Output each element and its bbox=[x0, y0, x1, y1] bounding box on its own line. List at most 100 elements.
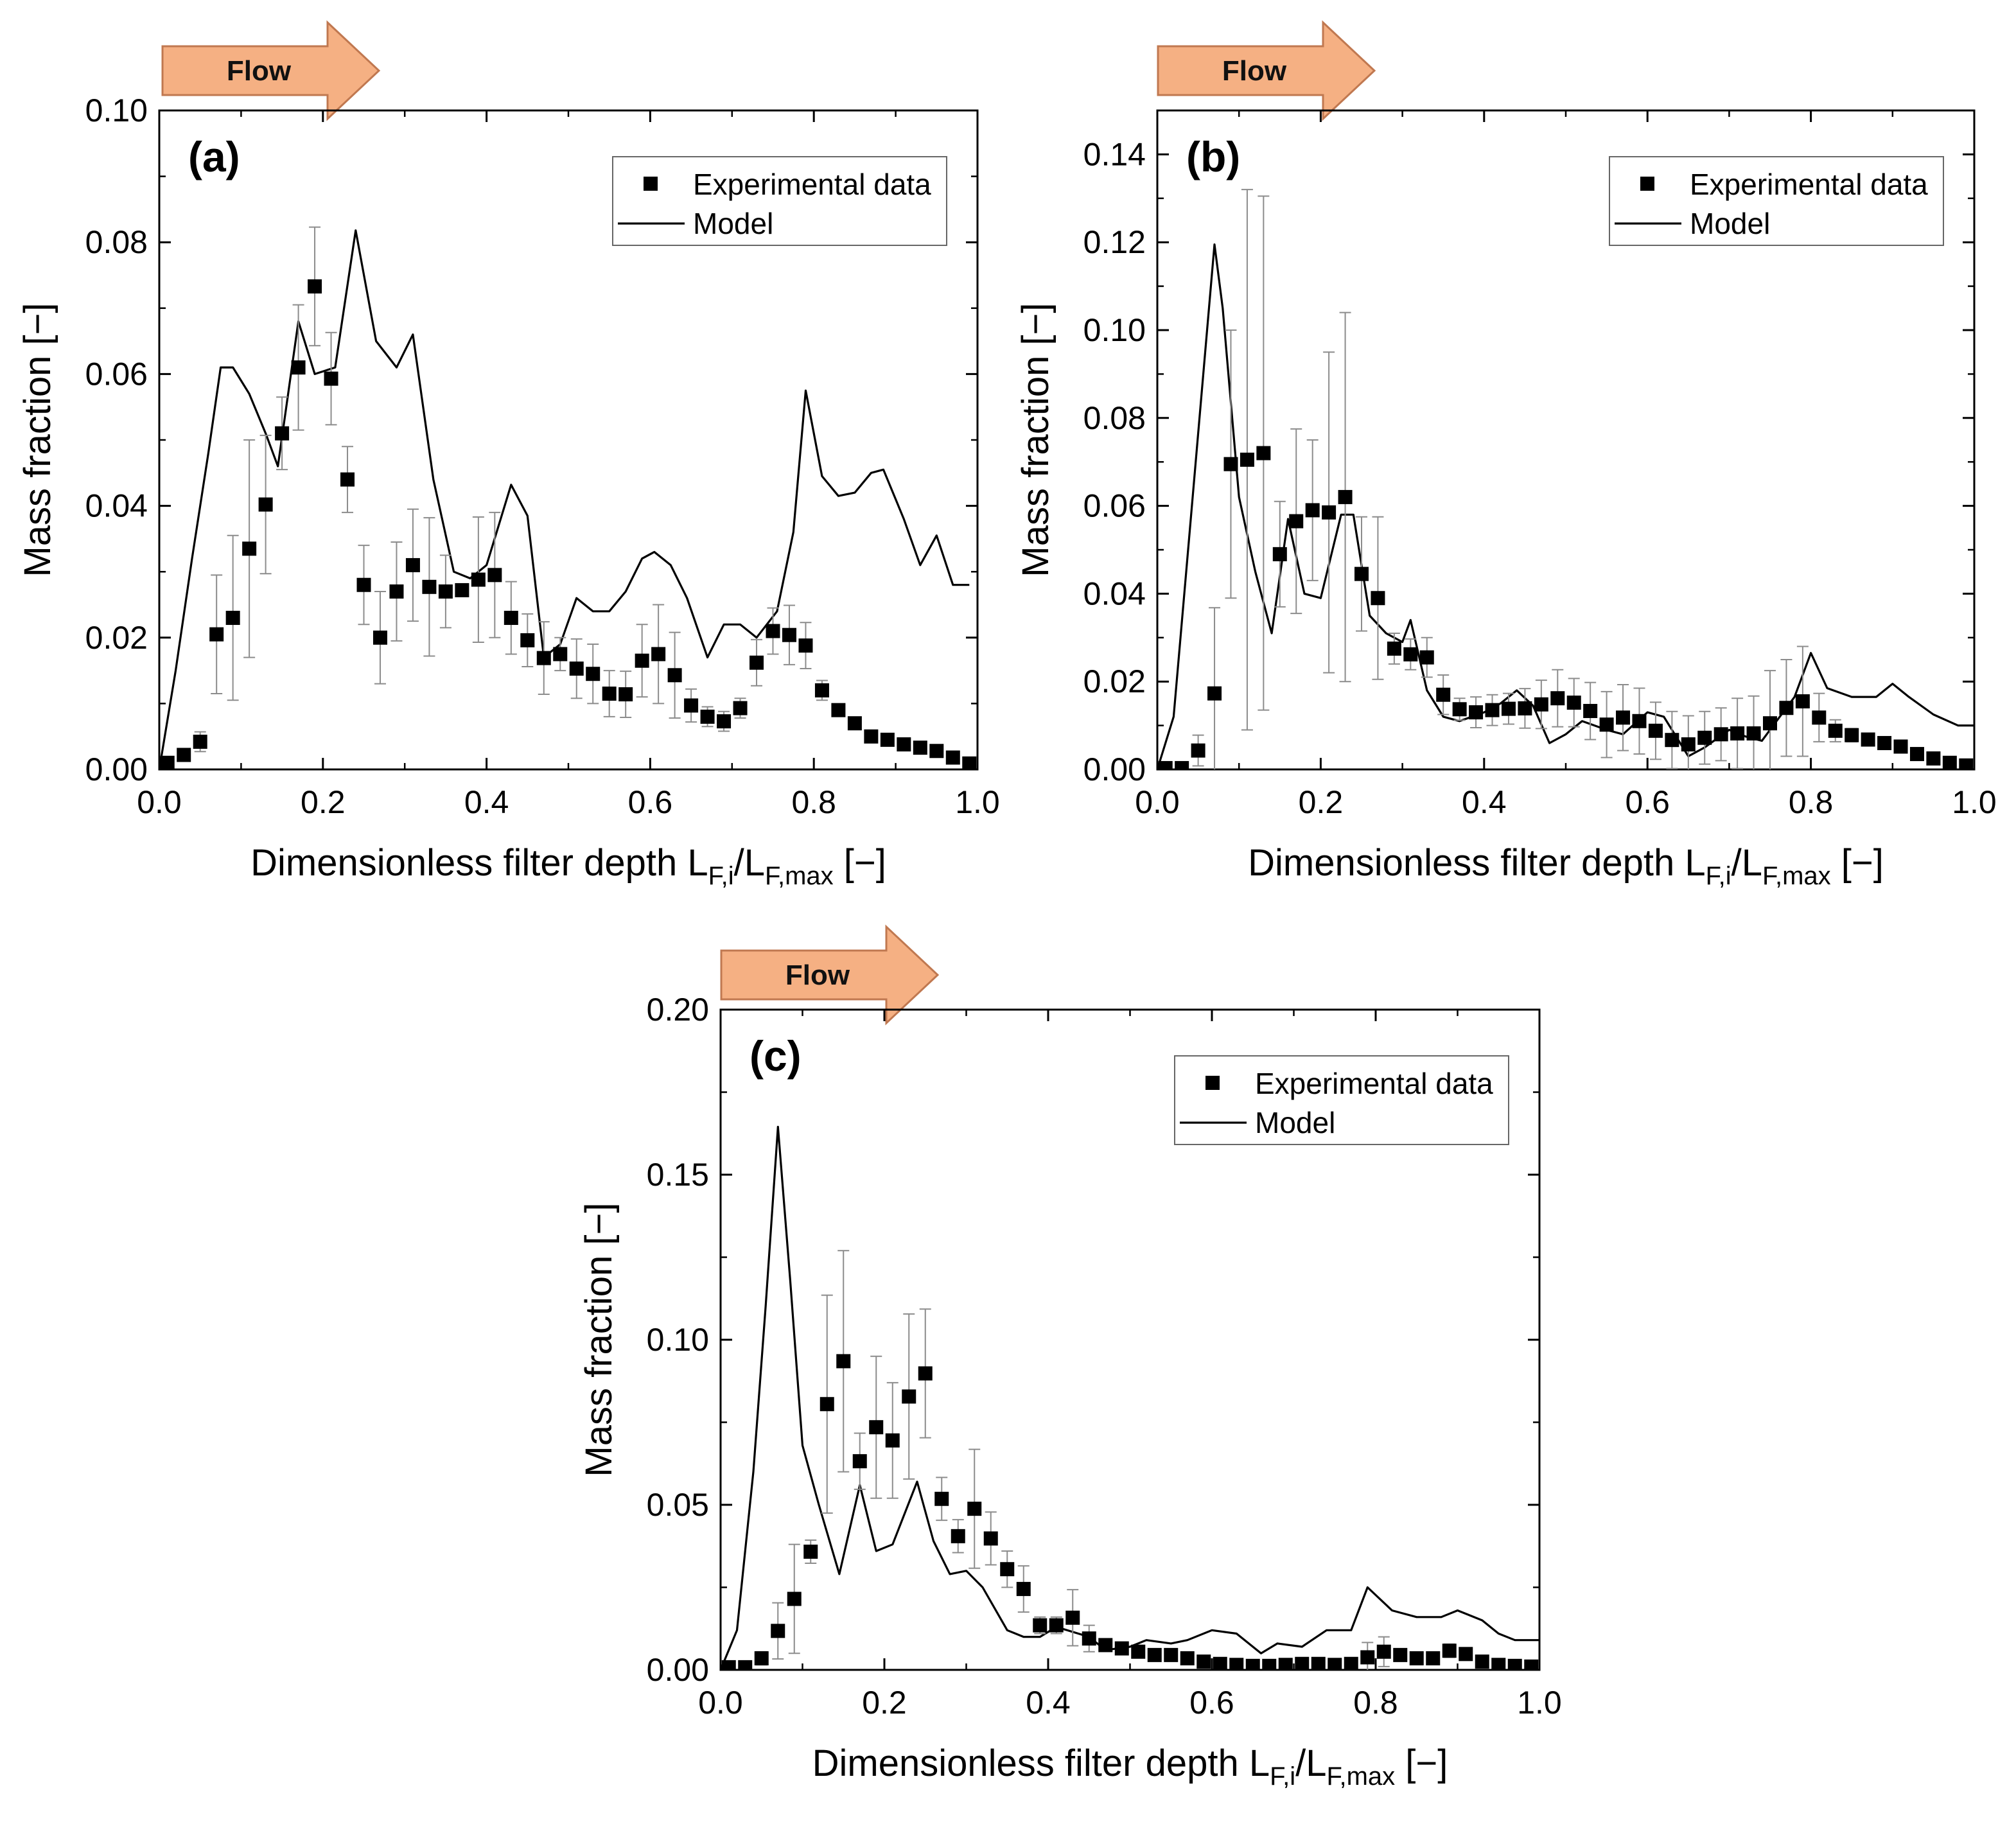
experimental-data-point bbox=[951, 1529, 965, 1543]
experimental-data-point bbox=[1926, 751, 1941, 766]
experimental-data-point bbox=[1566, 696, 1581, 710]
experimental-data-point bbox=[1442, 1644, 1457, 1658]
flow-arrow-icon bbox=[720, 924, 940, 1026]
experimental-data-point bbox=[1893, 739, 1908, 754]
experimental-data-point bbox=[1779, 701, 1794, 715]
experimental-data-point bbox=[1354, 566, 1369, 581]
y-tick-label: 0.10 bbox=[85, 92, 148, 128]
experimental-data-point bbox=[1213, 1656, 1227, 1670]
experimental-data-point bbox=[766, 624, 780, 638]
experimental-data-point bbox=[389, 584, 404, 599]
experimental-data-point bbox=[1828, 723, 1843, 738]
experimental-data-point bbox=[1518, 701, 1532, 715]
y-tick-label: 0.06 bbox=[85, 356, 148, 392]
experimental-data-point bbox=[405, 557, 420, 572]
experimental-data-point bbox=[1158, 760, 1173, 769]
experimental-data-point bbox=[1164, 1647, 1179, 1662]
y-tick-label: 0.04 bbox=[85, 488, 148, 524]
experimental-data-point bbox=[880, 732, 895, 747]
experimental-data-point bbox=[1524, 1659, 1539, 1670]
x-tick-label: 1.0 bbox=[1517, 1685, 1562, 1721]
experimental-data-point bbox=[242, 541, 257, 556]
experimental-data-point bbox=[258, 497, 273, 512]
y-tick-label: 0.02 bbox=[1083, 663, 1146, 699]
x-axis-label-subscript: F,max bbox=[1326, 1762, 1395, 1791]
x-tick-label: 0.8 bbox=[1789, 784, 1834, 820]
experimental-data-point bbox=[1426, 1651, 1441, 1666]
x-tick-label: 1.0 bbox=[955, 784, 1000, 820]
experimental-data-point bbox=[1861, 732, 1875, 747]
experimental-data-point bbox=[1376, 1644, 1391, 1659]
x-tick-label: 0.0 bbox=[1135, 784, 1180, 820]
experimental-data-point bbox=[803, 1544, 818, 1559]
x-tick-label: 0.0 bbox=[137, 784, 182, 820]
experimental-data-point bbox=[1114, 1641, 1129, 1656]
experimental-data-point bbox=[225, 611, 240, 626]
x-tick-label: 0.8 bbox=[791, 784, 836, 820]
legend-label-experimental: Experimental data bbox=[1255, 1067, 1493, 1100]
experimental-data-point bbox=[1459, 1647, 1473, 1662]
experimental-data-point bbox=[945, 750, 960, 765]
legend-box bbox=[1609, 156, 1944, 246]
experimental-data-point bbox=[1245, 1658, 1260, 1670]
y-tick-label: 0.04 bbox=[1083, 575, 1146, 611]
experimental-data-point bbox=[929, 744, 944, 759]
experimental-data-point bbox=[1599, 717, 1614, 732]
experimental-data-point bbox=[1278, 1658, 1293, 1670]
experimental-data-point bbox=[160, 755, 175, 769]
experimental-data-point bbox=[504, 611, 518, 626]
y-tick-label: 0.00 bbox=[1083, 751, 1146, 787]
x-tick-label: 0.6 bbox=[1189, 1685, 1234, 1721]
legend: Experimental data Model bbox=[612, 156, 947, 246]
experimental-data-point bbox=[536, 651, 551, 665]
experimental-data-point bbox=[1491, 1658, 1506, 1670]
experimental-data-point bbox=[1196, 1654, 1211, 1669]
experimental-data-point bbox=[684, 698, 699, 713]
chart-panel-a: Flow 0.0 0.2 0.4 0.6 0.8 1.0 0.00 0.02 0.04 0.06 0.… bbox=[17, 20, 1000, 890]
experimental-data-point bbox=[1387, 641, 1401, 656]
experimental-data-point bbox=[700, 709, 715, 724]
legend-marker-icon bbox=[1640, 177, 1654, 191]
experimental-data-point bbox=[1371, 591, 1385, 606]
x-axis-label-part: /L bbox=[1295, 1742, 1326, 1784]
experimental-data-point bbox=[831, 703, 846, 717]
experimental-data-point bbox=[340, 472, 355, 487]
experimental-data-point bbox=[1795, 694, 1810, 708]
y-tick-label: 0.10 bbox=[647, 1322, 709, 1358]
experimental-data-point bbox=[308, 279, 322, 294]
x-axis-label: Dimensionless filter depth LF,i/LF,max [… bbox=[1248, 842, 1884, 890]
y-tick-label: 0.20 bbox=[647, 992, 709, 1028]
experimental-data-point bbox=[1393, 1647, 1408, 1662]
experimental-data-point bbox=[291, 360, 306, 375]
experimental-data-point bbox=[1000, 1562, 1015, 1577]
y-axis-label: Mass fraction [−] bbox=[1015, 303, 1056, 577]
experimental-data-point bbox=[836, 1354, 851, 1369]
experimental-data-point bbox=[275, 426, 290, 441]
legend-label-model: Model bbox=[1690, 207, 1770, 240]
experimental-data-point bbox=[1812, 710, 1827, 725]
y-tick-label: 0.14 bbox=[1083, 136, 1146, 172]
experimental-data-point bbox=[852, 1454, 867, 1469]
experimental-data-point bbox=[1845, 728, 1859, 742]
experimental-data-point bbox=[754, 1651, 769, 1666]
legend-marker-icon bbox=[1205, 1076, 1220, 1090]
experimental-data-point bbox=[738, 1660, 753, 1670]
x-axis-label-part: /L bbox=[734, 842, 765, 884]
experimental-data-point bbox=[1403, 647, 1418, 662]
x-axis-label-part: Dimensionless filter depth L bbox=[1248, 842, 1705, 884]
experimental-data-point bbox=[1207, 686, 1222, 701]
experimental-data-point bbox=[1338, 489, 1353, 504]
experimental-data-point bbox=[1295, 1656, 1310, 1670]
y-tick-label: 0.00 bbox=[647, 1652, 709, 1688]
experimental-data-point bbox=[1065, 1610, 1080, 1625]
flow-label: Flow bbox=[785, 960, 850, 991]
experimental-data-point bbox=[749, 655, 764, 670]
experimental-data-point bbox=[553, 647, 568, 662]
experimental-data-point bbox=[1746, 726, 1761, 741]
data-layer bbox=[159, 226, 977, 769]
x-tick-label: 0.6 bbox=[1625, 784, 1670, 820]
x-tick-label: 0.4 bbox=[1026, 1685, 1071, 1721]
experimental-data-point bbox=[798, 638, 813, 653]
experimental-data-point bbox=[1229, 1658, 1244, 1670]
experimental-data-point bbox=[1360, 1650, 1375, 1665]
